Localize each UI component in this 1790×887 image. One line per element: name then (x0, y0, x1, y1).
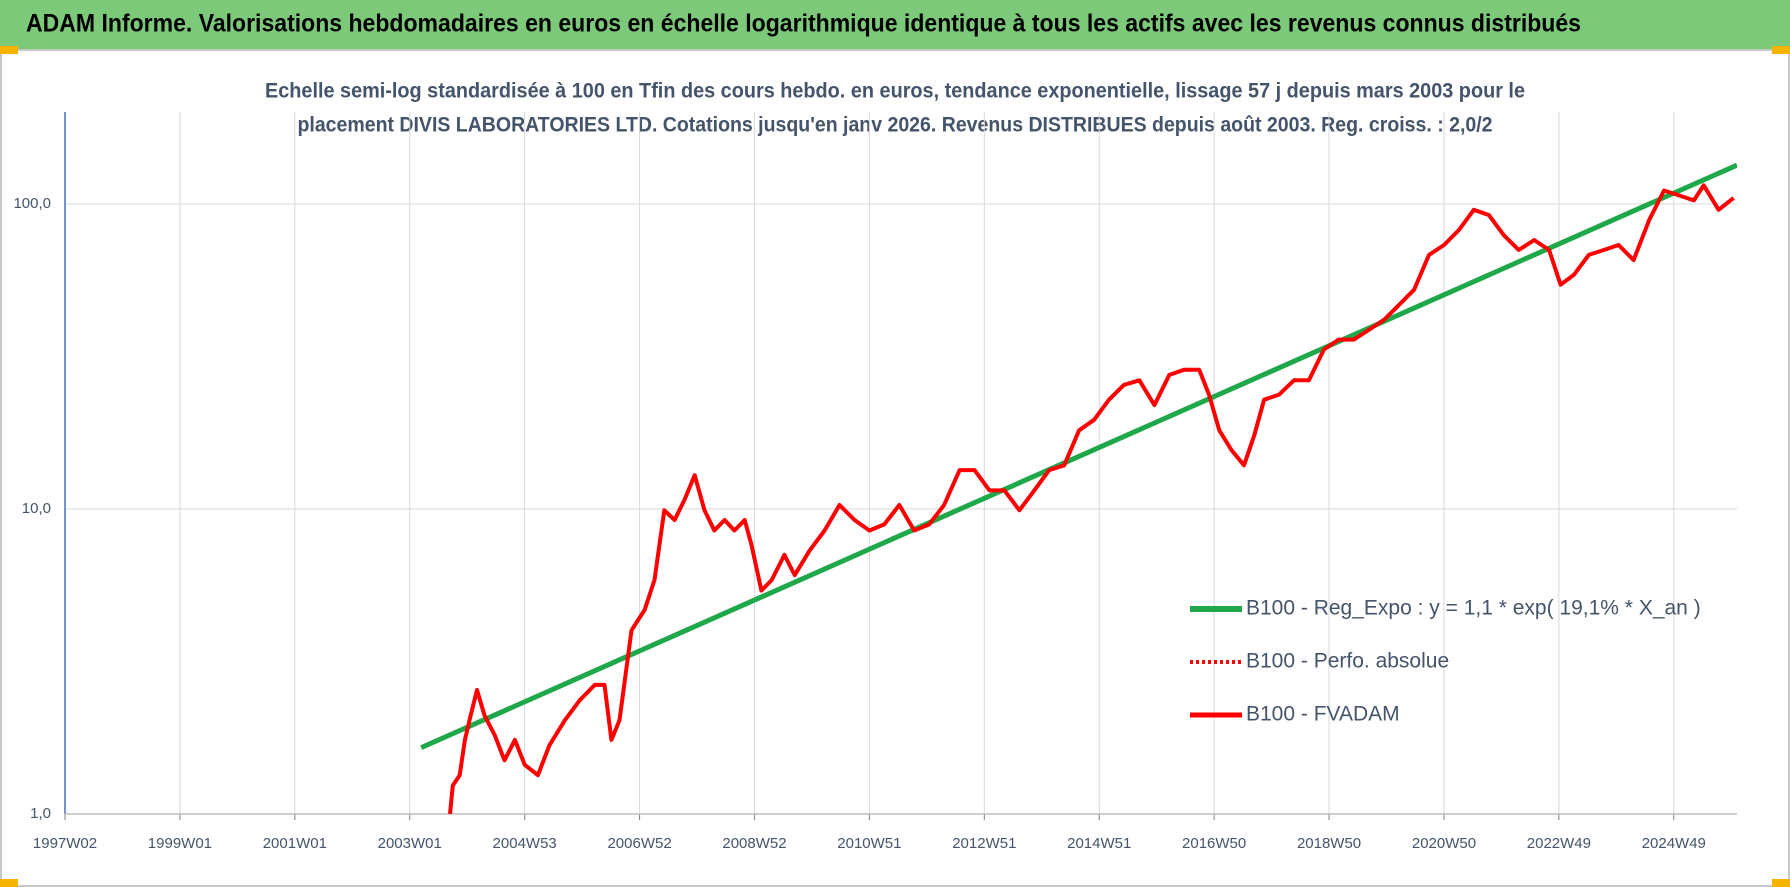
series-line (448, 183, 1735, 814)
banner (0, 0, 1790, 50)
x-tick-label: 2012W51 (952, 835, 1016, 852)
x-tick-label: 2014W51 (1067, 835, 1131, 852)
x-tick-label: 2022W49 (1527, 835, 1591, 852)
corner (0, 879, 18, 887)
y-tick-label: 1,0 (30, 805, 51, 822)
x-tick-label: 2010W51 (837, 835, 901, 852)
chart-subtitle: Echelle semi-log standardisée à 100 en T… (265, 80, 1525, 103)
x-tick-label: 1999W01 (148, 835, 212, 852)
legend-label: B100 - FVADAM (1246, 703, 1400, 726)
x-tick-label: 1997W02 (33, 835, 97, 852)
x-tick-label: 2020W50 (1412, 835, 1476, 852)
grid: 1,0 10,0 100,0 1997W02 1999W01 2001W01 2003W01… (13, 112, 1737, 852)
lines (420, 162, 1737, 814)
corner (1772, 46, 1790, 54)
corner (0, 46, 18, 54)
legend-label: B100 - Perfo. absolue (1246, 650, 1449, 673)
chart-frame (0, 49, 1790, 887)
x-tick-label: 2018W50 (1297, 835, 1361, 852)
chart-subtitle: placement DIVIS LABORATORIES LTD. Cotati… (298, 114, 1493, 137)
banner-title: ADAM Informe. Valorisations hebdomadaire… (26, 10, 1581, 38)
x-tick-label: 2003W01 (378, 835, 442, 852)
x-tick-label: 2024W49 (1642, 835, 1706, 852)
corner (1772, 879, 1790, 887)
legend-label: B100 - Reg_Expo : y = 1,1 * exp( 19,1% *… (1246, 597, 1701, 620)
x-tick-label: 2001W01 (263, 835, 327, 852)
series-line (420, 162, 1737, 750)
x-tick-label: 2006W52 (607, 835, 671, 852)
y-tick-label: 100,0 (13, 195, 51, 212)
x-tick-label: 2008W52 (722, 835, 786, 852)
x-tick-label: 2016W50 (1182, 835, 1246, 852)
x-tick-label: 2004W53 (493, 835, 557, 852)
legend: B100 - Reg_Expo : y = 1,1 * exp( 19,1% *… (1190, 597, 1701, 726)
y-tick-label: 10,0 (22, 500, 51, 517)
